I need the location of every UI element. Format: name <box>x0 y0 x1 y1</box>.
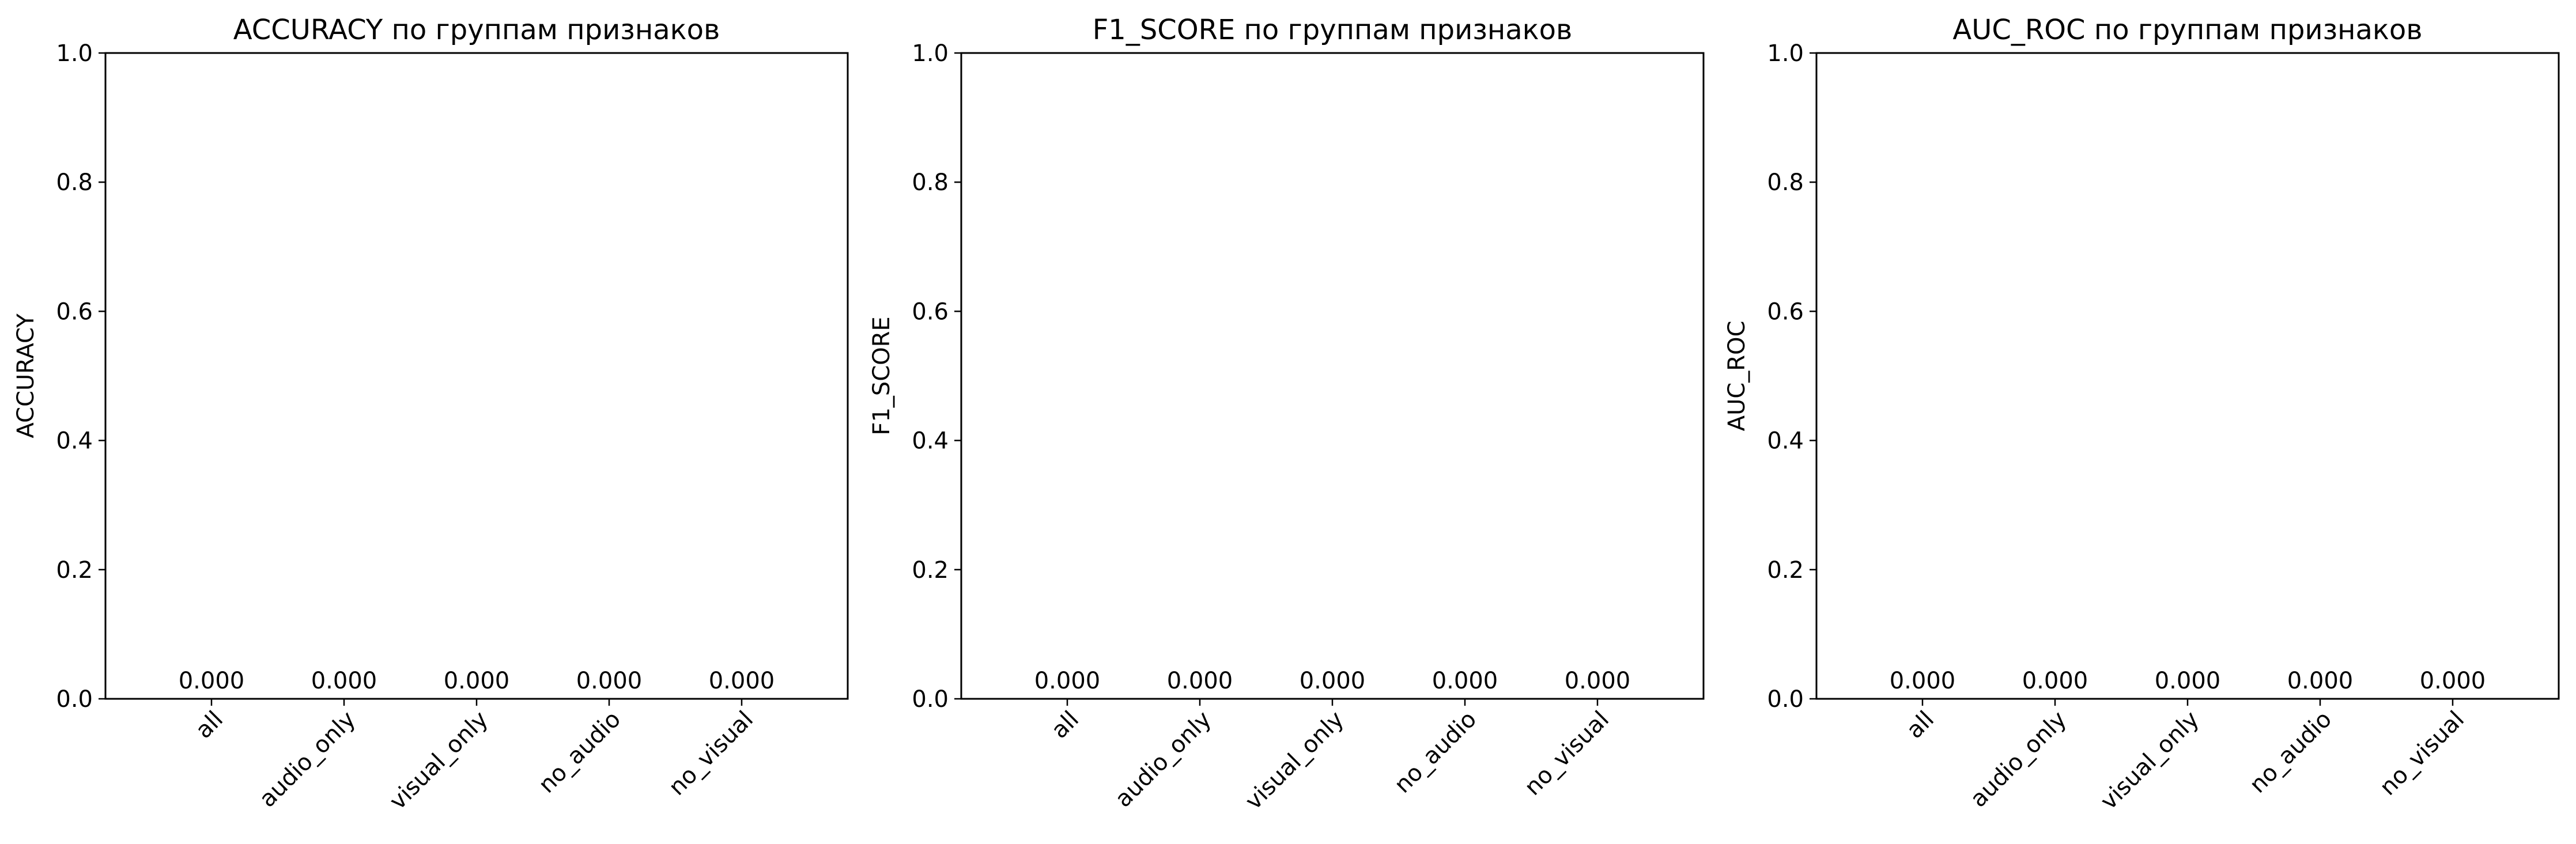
chart-panel-1: F1_SCORE по группам признаков F1_SCORE 0.0… <box>868 14 1705 815</box>
y-tick-label: 0.8 <box>1767 169 1804 196</box>
y-axis-label: AUC_ROC <box>1724 321 1750 432</box>
bar-value-label: 0.000 <box>1034 668 1101 694</box>
y-tick-label: 0.2 <box>1767 557 1804 584</box>
bar-value-label: 0.000 <box>1890 668 1956 694</box>
chart-title: AUC_ROC по группам признаков <box>1952 14 2422 46</box>
x-tick-label: all <box>190 706 228 744</box>
y-tick-label: 0.8 <box>56 169 93 196</box>
x-tick-label: audio_only <box>1965 706 2072 813</box>
y-tick-label: 0.8 <box>912 169 949 196</box>
x-tick-label: all <box>1046 706 1084 744</box>
y-tick-label: 1.0 <box>56 40 93 67</box>
chart-panel-0: ACCURACY по группам признаков ACCURACY 0.0… <box>13 14 849 815</box>
bar-value-label: 0.000 <box>1432 668 1498 694</box>
x-tick-label: audio_only <box>1110 706 1217 813</box>
y-axis-label: F1_SCORE <box>868 316 895 435</box>
bar-value-label: 0.000 <box>2155 668 2221 694</box>
x-tick-label: no_audio <box>2245 706 2337 798</box>
x-tick-label: no_audio <box>1389 706 1482 798</box>
y-tick-label: 0.6 <box>1767 298 1804 325</box>
chart-title: F1_SCORE по группам признаков <box>1093 14 1573 46</box>
x-tick-label: visual_only <box>384 706 493 815</box>
bar-value-label: 0.000 <box>444 668 510 694</box>
x-tick-label: all <box>1901 706 1939 744</box>
y-tick-label: 0.0 <box>56 686 93 713</box>
bar-value-label: 0.000 <box>2287 668 2354 694</box>
x-tick-label: no_visual <box>2375 706 2469 801</box>
y-tick-label: 1.0 <box>1767 40 1804 67</box>
chart-title: ACCURACY по группам признаков <box>233 14 720 46</box>
y-tick-label: 0.0 <box>912 686 949 713</box>
bar-value-label: 0.000 <box>311 668 377 694</box>
x-tick-label: no_audio <box>534 706 626 798</box>
x-tick-label: audio_only <box>254 706 361 813</box>
y-tick-label: 0.4 <box>56 428 93 455</box>
y-tick-label: 0.6 <box>56 298 93 325</box>
x-tick-label: visual_only <box>1240 706 1349 815</box>
x-tick-label: no_visual <box>664 706 758 801</box>
bar-value-label: 0.000 <box>2022 668 2088 694</box>
y-tick-label: 0.2 <box>912 557 949 584</box>
bar-value-label: 0.000 <box>179 668 245 694</box>
x-tick-label: visual_only <box>2095 706 2204 815</box>
y-tick-label: 1.0 <box>912 40 949 67</box>
plot-frame <box>1815 52 2560 700</box>
plot-frame <box>104 52 849 700</box>
y-tick-label: 0.6 <box>912 298 949 325</box>
bar-value-label: 0.000 <box>709 668 775 694</box>
y-axis-label: ACCURACY <box>13 313 39 438</box>
bar-value-label: 0.000 <box>2420 668 2486 694</box>
y-tick-label: 0.2 <box>56 557 93 584</box>
bar-value-label: 0.000 <box>1300 668 1366 694</box>
y-tick-label: 0.4 <box>1767 428 1804 455</box>
chart-panel-2: AUC_ROC по группам признаков AUC_ROC 0.0 0.… <box>1724 14 2560 815</box>
y-tick-label: 0.4 <box>912 428 949 455</box>
plot-frame <box>960 52 1705 700</box>
bar-value-label: 0.000 <box>576 668 643 694</box>
x-tick-label: no_visual <box>1520 706 1614 801</box>
bar-value-label: 0.000 <box>1167 668 1233 694</box>
y-tick-label: 0.0 <box>1767 686 1804 713</box>
bar-value-label: 0.000 <box>1565 668 1631 694</box>
